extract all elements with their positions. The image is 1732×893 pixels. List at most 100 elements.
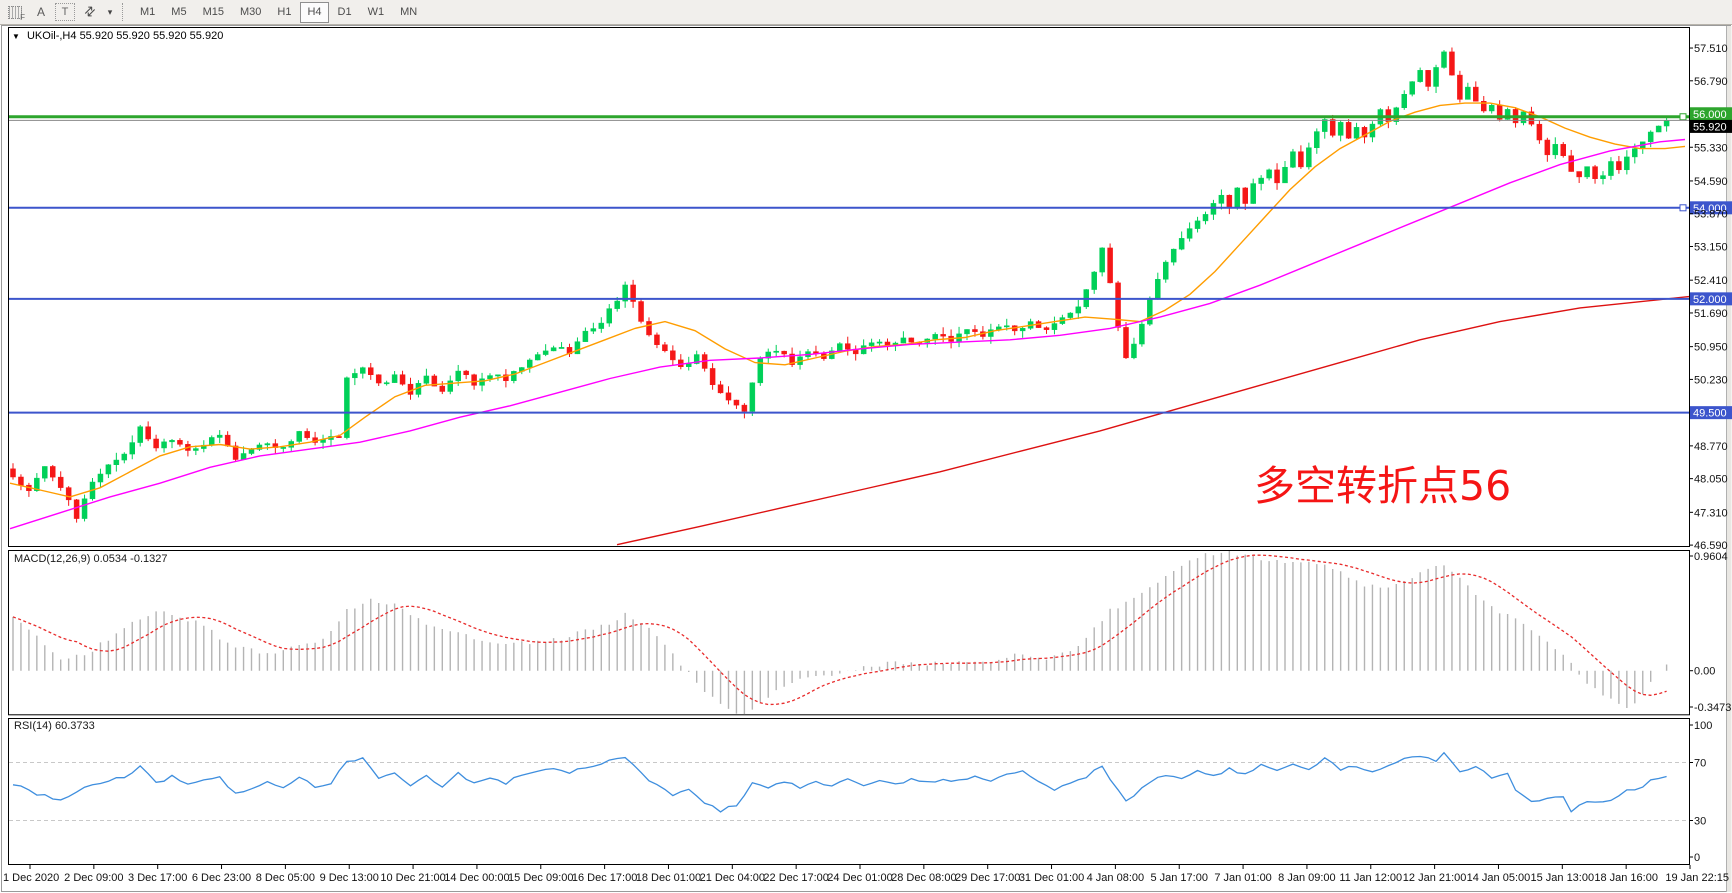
timeframe-button-H4[interactable]: H4 — [300, 1, 329, 23]
time-label: 12 Jan 21:00 — [1403, 872, 1467, 884]
symbol-name: UKOil-,H4 — [26, 30, 77, 42]
indicator-grid-icon[interactable]: F — [3, 1, 27, 23]
rsi-indicator-label: RSI(14) 60.3733 — [14, 720, 95, 732]
symbol-quotes: 55.920 55.920 55.920 55.920 — [79, 30, 224, 42]
timeframe-button-W1[interactable]: W1 — [367, 6, 385, 18]
svg-text:55.330: 55.330 — [1694, 142, 1728, 154]
price-label-55.920: 55.920 — [1693, 121, 1727, 133]
diagonal-arrows-icon: ⇅ — [80, 2, 99, 21]
dotted-grid-icon — [8, 5, 22, 19]
annotation-text: 多空转折点56 — [1254, 462, 1512, 510]
svg-text:46.590: 46.590 — [1694, 540, 1728, 552]
time-label: 15 Dec 09:00 — [508, 872, 573, 884]
slow-ma-red — [616, 295, 1689, 546]
svg-text:0.00: 0.00 — [1694, 666, 1715, 678]
rsi-layer — [9, 751, 1689, 821]
time-label: 29 Dec 17:00 — [955, 872, 1020, 884]
time-label: 18 Dec 01:00 — [636, 872, 701, 884]
time-label: 14 Dec 00:00 — [444, 872, 509, 884]
price-label-bg-55.920 — [1690, 119, 1732, 133]
time-label: 31 Dec 01:00 — [1019, 872, 1084, 884]
timeframe-button-M30[interactable]: M30 — [239, 6, 262, 18]
time-label: 15 Jan 13:00 — [1530, 872, 1594, 884]
time-label: 24 Dec 01:00 — [827, 872, 892, 884]
text-label-tool-button[interactable]: T — [55, 3, 75, 21]
time-axis[interactable]: 1 Dec 2020 2 Dec 09:00 3 Dec 17:00 6 Dec 23… — [3, 865, 1729, 884]
timeframe-button-H1[interactable]: H1 — [277, 6, 292, 18]
time-label: 8 Dec 05:00 — [256, 872, 315, 884]
svg-text:57.510: 57.510 — [1694, 43, 1728, 55]
price-label-bg-49.500 — [1690, 406, 1732, 420]
time-label: 3 Dec 17:00 — [128, 872, 187, 884]
svg-text:100: 100 — [1694, 720, 1712, 732]
time-label: 21 Dec 04:00 — [700, 872, 765, 884]
line-handle-56.000[interactable] — [1679, 113, 1687, 121]
candles-layer — [10, 47, 1670, 523]
cursor-arrows-button[interactable]: ⇅ — [77, 1, 101, 23]
timeframe-button-M15[interactable]: M15 — [202, 6, 224, 18]
rsi-line — [12, 751, 1667, 813]
price-label-49.500: 49.500 — [1693, 408, 1727, 420]
svg-text:0: 0 — [1694, 852, 1700, 864]
svg-text:51.690: 51.690 — [1694, 308, 1728, 320]
time-label: 6 Dec 23:00 — [192, 872, 251, 884]
timeframe-button-MN[interactable]: MN — [400, 6, 418, 18]
time-label: 7 Jan 01:00 — [1214, 872, 1272, 884]
toolbar: F A T ⇅ ▾ M1 M5 M15 M30 H1 H4 D1 W1 MN — [0, 0, 1732, 25]
rsi-name: RSI(14) — [14, 720, 52, 732]
macd-indicator-label: MACD(12,26,9) 0.0534 -0.1327 — [14, 553, 168, 565]
timeframe-button-M5[interactable]: M5 — [171, 6, 187, 18]
price-label-bg-54.000 — [1690, 201, 1732, 215]
time-label: 16 Dec 17:00 — [572, 872, 637, 884]
time-label: 10 Dec 21:00 — [380, 872, 445, 884]
time-label: 18 Jan 16:00 — [1594, 872, 1658, 884]
text-a-tool-button[interactable]: A — [36, 5, 45, 19]
svg-text:53.870: 53.870 — [1694, 209, 1728, 221]
symbol-info-bar: ▼ UKOil-,H4 55.920 55.920 55.920 55.920 — [12, 30, 223, 42]
svg-text:47.310: 47.310 — [1694, 507, 1728, 519]
timeframe-group: M1 M5 M15 M30 H1 H4 D1 W1 MN — [132, 1, 425, 23]
timeframe-button-D1[interactable]: D1 — [337, 6, 352, 18]
svg-text:50.950: 50.950 — [1694, 342, 1728, 354]
price-axis: 57.510 56.790 55.330 54.590 53.870 53.150 52.4… — [1689, 43, 1728, 552]
svg-text:70: 70 — [1694, 758, 1706, 770]
time-label: 4 Jan 08:00 — [1087, 872, 1145, 884]
svg-text:48.770: 48.770 — [1694, 441, 1728, 453]
line-handle-54.000[interactable] — [1679, 204, 1687, 212]
time-label: 19 Jan 22:15 — [1665, 872, 1729, 884]
time-label: 14 Jan 05:00 — [1467, 872, 1531, 884]
toolbar-separator — [122, 3, 128, 21]
time-label: 1 Dec 2020 — [3, 872, 59, 884]
time-label: 5 Jan 17:00 — [1150, 872, 1208, 884]
mid-ma-magenta — [9, 138, 1686, 530]
collapse-caret-icon[interactable]: ▼ — [12, 32, 20, 41]
time-label: 22 Dec 17:00 — [763, 872, 828, 884]
price-label-56.000: 56.000 — [1693, 109, 1727, 121]
svg-text:56.790: 56.790 — [1694, 76, 1728, 88]
macd-values: 0.0534 -0.1327 — [93, 553, 168, 565]
svg-text:54.590: 54.590 — [1694, 176, 1728, 188]
svg-text:50.230: 50.230 — [1694, 374, 1728, 386]
dropdown-caret-icon[interactable]: ▾ — [107, 6, 113, 17]
price-label-54.000: 54.000 — [1693, 203, 1727, 215]
price-label-52.000: 52.000 — [1693, 294, 1727, 306]
time-label: 28 Dec 08:00 — [891, 872, 956, 884]
svg-text:-0.3473: -0.3473 — [1694, 702, 1731, 714]
rsi-axis: 100 70 30 0 — [1689, 720, 1712, 864]
svg-text:52.410: 52.410 — [1694, 275, 1728, 287]
timeframe-button-M1[interactable]: M1 — [140, 6, 156, 18]
grid-f-label: F — [20, 13, 25, 22]
svg-text:48.050: 48.050 — [1694, 474, 1728, 486]
macd-layer — [12, 551, 1668, 715]
macd-axis: 0.9604 0.00 -0.3473 — [1689, 551, 1731, 714]
time-label: 2 Dec 09:00 — [64, 872, 123, 884]
price-label-bg-52.000 — [1690, 292, 1732, 306]
macd-signal-line — [12, 554, 1667, 706]
time-label: 9 Dec 13:00 — [320, 872, 379, 884]
svg-text:30: 30 — [1694, 816, 1706, 828]
svg-text:53.150: 53.150 — [1694, 241, 1728, 253]
macd-name: MACD(12,26,9) — [14, 553, 91, 565]
price-label-bg-56.000 — [1690, 107, 1732, 121]
